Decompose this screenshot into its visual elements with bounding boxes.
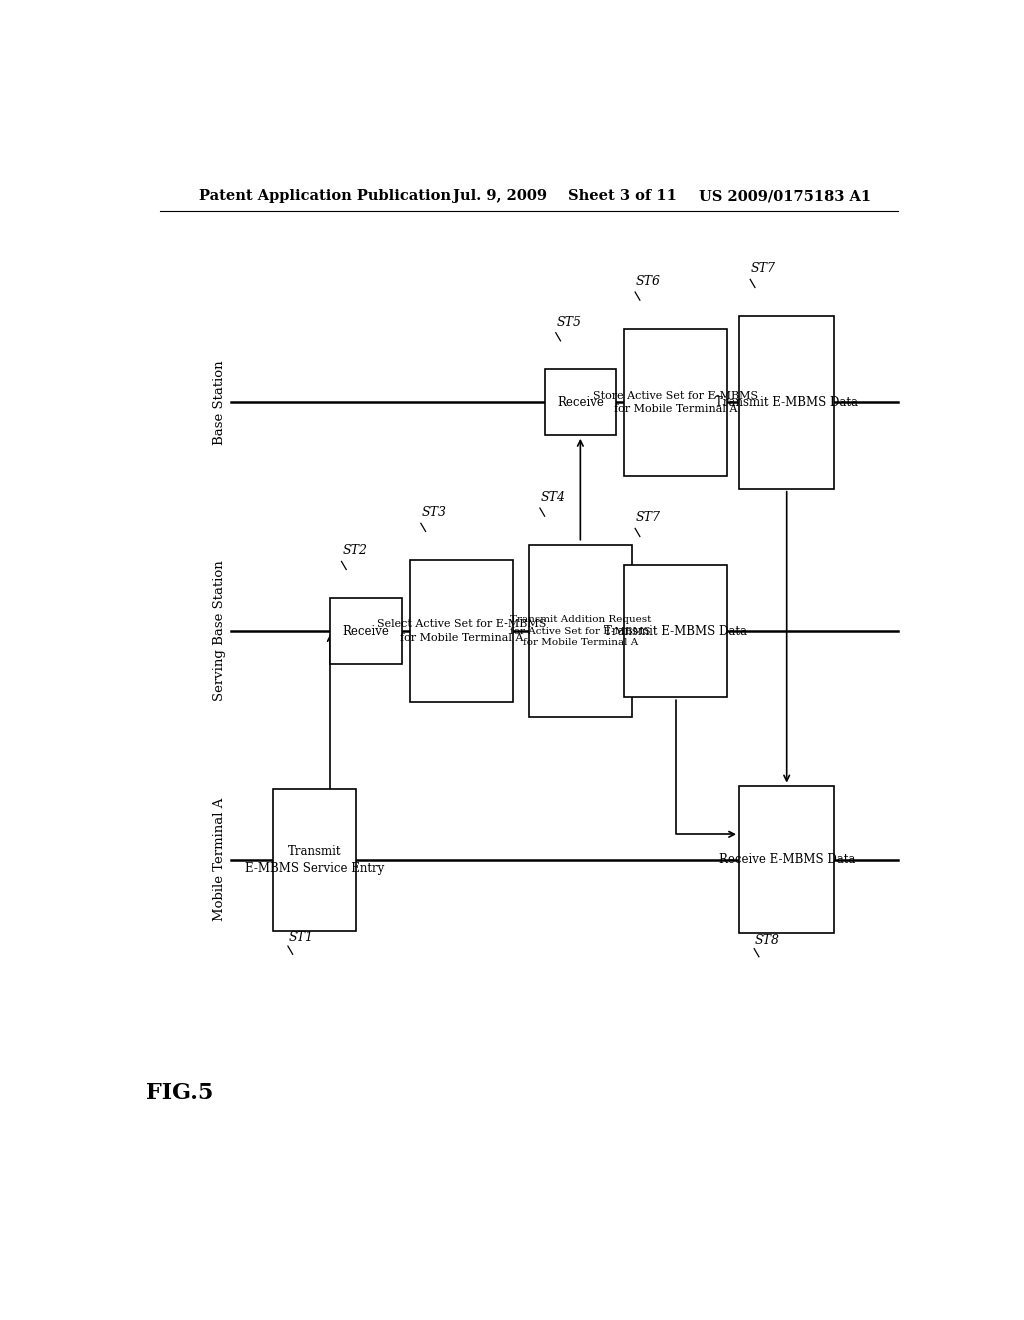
Text: Transmit E-MBMS Data: Transmit E-MBMS Data	[715, 396, 858, 409]
Text: Receive: Receive	[557, 396, 604, 409]
Text: ST8: ST8	[755, 933, 780, 946]
FancyBboxPatch shape	[545, 370, 616, 436]
Text: ST2: ST2	[342, 544, 368, 557]
FancyBboxPatch shape	[528, 545, 632, 718]
Text: ST6: ST6	[636, 275, 660, 288]
FancyBboxPatch shape	[739, 315, 835, 488]
Text: Select Active Set for E-MBMS
for Mobile Terminal A: Select Active Set for E-MBMS for Mobile …	[377, 619, 546, 643]
Text: ST5: ST5	[556, 315, 582, 329]
FancyBboxPatch shape	[331, 598, 401, 664]
Text: ST7: ST7	[636, 511, 660, 524]
Text: ST4: ST4	[541, 491, 565, 504]
Text: Transmit Addition Request
for Active Set for E-MBMS
for Mobile Terminal A: Transmit Addition Request for Active Set…	[510, 615, 651, 647]
Text: Store Active Set for E-MBMS
for Mobile Terminal A: Store Active Set for E-MBMS for Mobile T…	[593, 391, 758, 414]
Text: Patent Application Publication: Patent Application Publication	[200, 189, 452, 203]
Text: Mobile Terminal A: Mobile Terminal A	[213, 799, 225, 921]
Text: Jul. 9, 2009: Jul. 9, 2009	[454, 189, 548, 203]
Text: Transmit E-MBMS Data: Transmit E-MBMS Data	[604, 624, 748, 638]
FancyBboxPatch shape	[624, 565, 727, 697]
FancyBboxPatch shape	[410, 560, 513, 702]
Text: US 2009/0175183 A1: US 2009/0175183 A1	[699, 189, 871, 203]
Text: ST1: ST1	[289, 931, 313, 944]
Text: Receive E-MBMS Data: Receive E-MBMS Data	[719, 853, 855, 866]
Text: ST3: ST3	[422, 507, 446, 519]
FancyBboxPatch shape	[739, 785, 835, 933]
Text: Serving Base Station: Serving Base Station	[213, 561, 225, 701]
FancyBboxPatch shape	[272, 788, 356, 931]
Text: ST7: ST7	[751, 263, 776, 276]
Text: FIG.5: FIG.5	[145, 1082, 213, 1105]
Text: Sheet 3 of 11: Sheet 3 of 11	[568, 189, 677, 203]
FancyBboxPatch shape	[624, 329, 727, 477]
Text: Transmit
E-MBMS Service Entry: Transmit E-MBMS Service Entry	[245, 845, 384, 875]
Text: Receive: Receive	[343, 624, 389, 638]
Text: Base Station: Base Station	[213, 360, 225, 445]
